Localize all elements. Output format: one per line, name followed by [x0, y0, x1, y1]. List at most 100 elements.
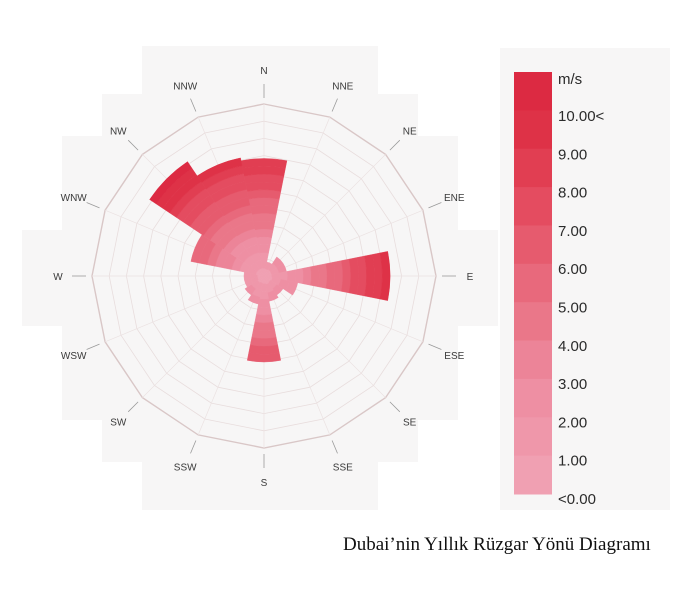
petal-band — [325, 261, 336, 291]
petal-band — [310, 264, 320, 288]
petal-band — [253, 220, 275, 231]
direction-labels: N NNE NE ENE E ESE SE SSE S SSW SW WSW W WNW NW NNW — [53, 66, 473, 489]
direction-tick — [331, 98, 338, 112]
legend-swatch — [514, 263, 552, 303]
petal-band — [341, 258, 351, 294]
petal-band — [285, 280, 298, 296]
chart-caption: Dubai’nin Yıllık Rüzgar Yönü Diagramı — [343, 534, 651, 555]
petal-band — [257, 298, 271, 308]
petal-band — [246, 352, 282, 363]
wind-petals — [149, 157, 391, 363]
petal-band — [379, 251, 391, 301]
petal-band — [250, 205, 278, 215]
petal-band — [196, 157, 243, 183]
direction-tick — [389, 401, 401, 413]
petal-S — [246, 275, 282, 363]
petal-E — [263, 251, 391, 301]
grid-spoke — [263, 275, 386, 398]
direction-tick — [428, 343, 442, 350]
direction-label: NW — [110, 126, 127, 137]
legend-swatch — [514, 148, 552, 188]
legend-swatch — [514, 302, 552, 342]
petal-NNW — [196, 157, 265, 277]
direction-label: WSW — [61, 351, 87, 362]
direction-label: SE — [403, 418, 417, 429]
petal-band — [248, 197, 280, 208]
petal-band — [250, 337, 278, 347]
legend-label: 9.00 — [558, 146, 587, 163]
legend-label: 2.00 — [558, 414, 587, 431]
direction-label: WNW — [61, 193, 88, 204]
direction-label: S — [261, 478, 268, 489]
legend-unit: m/s — [558, 71, 582, 88]
legend-label: 8.00 — [558, 185, 587, 202]
grid-spoke — [263, 209, 424, 277]
petal-N — [240, 158, 288, 277]
legend-label: <0.00 — [558, 491, 596, 508]
direction-label: E — [467, 272, 474, 283]
petal-band — [257, 244, 271, 254]
petal-band — [254, 228, 274, 238]
direction-label: ENE — [444, 193, 465, 204]
grid-spoke — [104, 275, 265, 343]
legend-swatch — [514, 110, 552, 150]
petal-SW — [244, 275, 265, 296]
petal-band — [253, 321, 275, 331]
legend-swatch — [514, 417, 552, 457]
petal-band — [248, 344, 280, 355]
legend-label: 6.00 — [558, 261, 587, 278]
direction-tick — [127, 401, 139, 413]
legend-swatch — [514, 225, 552, 265]
direction-tick — [86, 202, 100, 209]
direction-label: SSW — [174, 462, 197, 473]
petal-band — [256, 306, 272, 316]
direction-label: W — [53, 272, 63, 283]
direction-label: SSE — [333, 462, 353, 473]
petal-band — [149, 161, 193, 205]
petal-band — [246, 189, 282, 200]
direction-label: NE — [403, 126, 417, 137]
direction-tick — [331, 440, 338, 454]
direction-tick — [86, 343, 100, 350]
legend-label: 7.00 — [558, 223, 587, 240]
legend-label: 10.00< — [558, 108, 605, 125]
legend-label: 4.00 — [558, 338, 587, 355]
legend-swatch — [514, 187, 552, 226]
direction-label: ESE — [444, 351, 464, 362]
grid-spoke — [263, 275, 331, 436]
legend-swatch — [514, 455, 552, 495]
petal-band — [251, 329, 277, 339]
grid-spoke — [142, 275, 265, 398]
petal-band — [256, 236, 272, 246]
legend-label: 1.00 — [558, 453, 587, 470]
petal-SSE — [263, 275, 279, 302]
grid-spoke — [263, 116, 331, 277]
petal-band — [294, 268, 304, 284]
petal-band — [251, 213, 277, 223]
direction-tick — [428, 202, 442, 209]
direction-tick — [389, 139, 401, 151]
legend: m/s 10.00< 9.00 8.00 7.00 6.00 5.00 4.00 3.00 2.0… — [500, 48, 670, 510]
petal-band — [317, 263, 328, 289]
direction-tick — [190, 98, 197, 112]
direction-label: SW — [110, 418, 127, 429]
direction-label: NNW — [173, 82, 197, 93]
direction-tick — [127, 139, 139, 151]
direction-tick — [190, 440, 197, 454]
petal-SSW — [247, 275, 265, 305]
grid-spoke — [263, 154, 386, 277]
petal-band — [333, 260, 343, 292]
petal-band — [302, 266, 312, 286]
petal-NW — [149, 161, 265, 277]
petal-band — [240, 158, 288, 169]
legend-swatch — [514, 378, 552, 418]
legend-label: 3.00 — [558, 376, 587, 393]
direction-label: N — [260, 66, 267, 77]
legend-label: 5.00 — [558, 300, 587, 317]
legend-swatch — [514, 340, 552, 380]
petal-band — [286, 269, 296, 283]
direction-label: NNE — [332, 82, 353, 93]
petal-band — [247, 293, 261, 305]
legend-swatch — [514, 72, 552, 111]
